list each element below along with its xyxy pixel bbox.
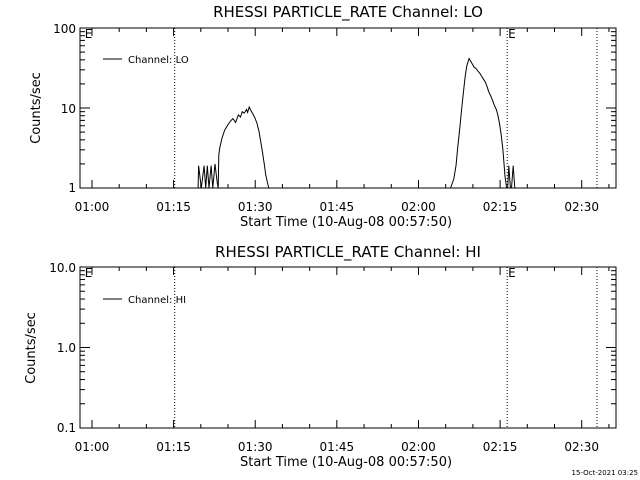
y-tick-label: 1.0 bbox=[57, 341, 76, 355]
x-tick-label: 02:30 bbox=[564, 440, 599, 454]
x-tick-label: 01:00 bbox=[75, 200, 110, 214]
marker-label-e: E bbox=[508, 266, 516, 280]
chart-title: RHESSI PARTICLE_RATE Channel: LO bbox=[213, 3, 483, 22]
chart-panel-lo: RHESSI PARTICLE_RATE Channel: LO 100 10 … bbox=[29, 3, 617, 230]
x-tick-label: 02:00 bbox=[401, 200, 436, 214]
y-tick-label: 10 bbox=[61, 102, 76, 116]
x-tick-label: 01:00 bbox=[75, 440, 110, 454]
x-tick-label: 01:15 bbox=[156, 200, 191, 214]
legend-entry: Channel: LO bbox=[128, 55, 189, 66]
x-tick-label: 01:30 bbox=[238, 200, 273, 214]
y-tick-label: 0.1 bbox=[57, 421, 76, 435]
legend: Channel: HI bbox=[103, 295, 186, 306]
y-axis-label: Counts/sec bbox=[29, 72, 44, 144]
x-axis-label: Start Time (10-Aug-08 00:57:50) bbox=[240, 455, 452, 470]
y-axis-label: Counts/sec bbox=[24, 312, 39, 384]
x-tick-label: 01:30 bbox=[238, 440, 273, 454]
series-line bbox=[197, 105, 270, 189]
x-tick-label: 01:45 bbox=[320, 200, 355, 214]
x-tick-label: 02:15 bbox=[483, 440, 518, 454]
x-tick-label: 02:30 bbox=[564, 200, 599, 214]
y-tick-label: 10.0 bbox=[49, 261, 76, 275]
y-tick-label: 100 bbox=[53, 22, 76, 36]
x-axis-label: Start Time (10-Aug-08 00:57:50) bbox=[240, 215, 452, 230]
y-tick-label: 1 bbox=[68, 181, 76, 195]
x-tick-label: 01:45 bbox=[320, 440, 355, 454]
marker-label-e: E bbox=[85, 27, 93, 41]
legend: Channel: LO bbox=[103, 55, 189, 66]
series-line bbox=[450, 57, 516, 189]
plot-marks: 01:00 01:15 01:30 01:45 02:00 02:15 02:30 E E bbox=[75, 266, 616, 454]
x-tick-label: 01:15 bbox=[156, 440, 191, 454]
legend-entry: Channel: HI bbox=[128, 295, 186, 306]
plot-frame bbox=[79, 266, 617, 429]
plot-frame bbox=[79, 27, 617, 189]
chart-title: RHESSI PARTICLE_RATE Channel: HI bbox=[215, 243, 481, 262]
marker-label-e: E bbox=[508, 27, 516, 41]
footer-timestamp: 15-Oct-2021 03:25 bbox=[572, 469, 638, 477]
plot-marks: 01:00 01:15 01:30 01:45 02:00 02:15 02:30 E E bbox=[75, 27, 616, 214]
x-tick-label: 02:15 bbox=[483, 200, 518, 214]
x-tick-label: 02:00 bbox=[401, 440, 436, 454]
marker-label-e: E bbox=[85, 266, 93, 280]
chart-panel-hi: RHESSI PARTICLE_RATE Channel: HI 10.0 1.… bbox=[24, 243, 617, 470]
